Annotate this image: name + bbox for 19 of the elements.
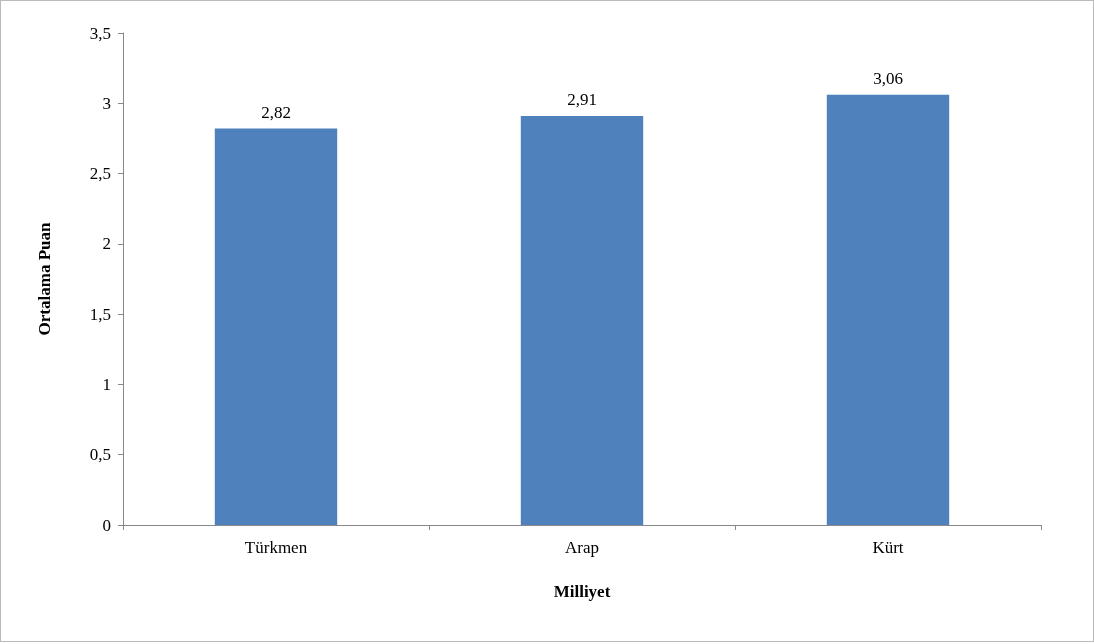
x-tick-label: Kürt [872, 538, 904, 557]
bar [826, 94, 950, 525]
bar [214, 128, 338, 525]
y-tick-label: 2 [102, 234, 111, 254]
bar [520, 115, 644, 525]
x-tick-label: Türkmen [244, 538, 308, 557]
data-label: 3,06 [873, 68, 903, 88]
y-tick-label: 2,5 [89, 164, 111, 184]
y-tick-label: 1 [102, 374, 111, 394]
y-tick-label: 0 [102, 515, 111, 535]
y-tick-label: 1,5 [89, 304, 111, 324]
y-tick-label: 0,5 [89, 445, 111, 465]
x-tick-label: Arap [565, 538, 599, 557]
x-axis-title: Milliyet [553, 582, 611, 601]
y-axis-title: Ortalama Puan [35, 222, 54, 336]
data-label: 2,82 [261, 102, 291, 122]
y-tick-label: 3 [102, 93, 111, 113]
data-label: 2,91 [567, 89, 597, 109]
y-tick-label: 3,5 [89, 23, 111, 43]
